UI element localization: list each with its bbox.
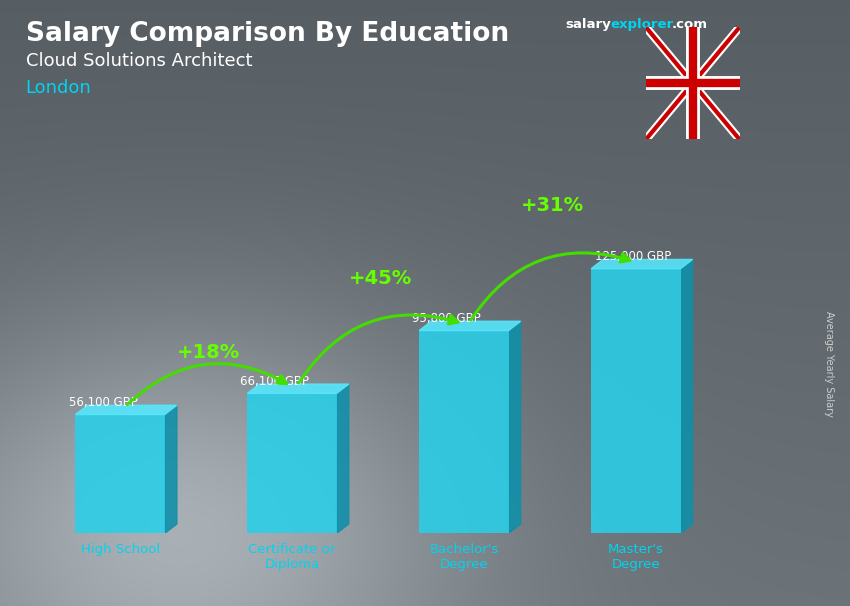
Text: Average Yearly Salary: Average Yearly Salary [824, 311, 834, 416]
Text: London: London [26, 79, 91, 97]
Text: 95,800 GBP: 95,800 GBP [412, 311, 481, 325]
Polygon shape [592, 259, 693, 268]
Text: +31%: +31% [521, 196, 584, 215]
Bar [419, 330, 508, 533]
Text: salary: salary [565, 18, 611, 31]
FancyArrowPatch shape [298, 315, 458, 383]
Text: 66,100 GBP: 66,100 GBP [241, 375, 309, 388]
Polygon shape [419, 321, 521, 330]
Polygon shape [508, 321, 521, 533]
Text: 125,000 GBP: 125,000 GBP [595, 250, 671, 263]
Text: +18%: +18% [177, 343, 241, 362]
Text: +45%: +45% [349, 268, 412, 288]
Polygon shape [681, 259, 693, 533]
FancyArrowPatch shape [128, 364, 286, 405]
Polygon shape [247, 384, 348, 393]
FancyArrowPatch shape [471, 253, 630, 320]
Bar [76, 415, 165, 533]
Text: explorer: explorer [610, 18, 673, 31]
Text: Salary Comparison By Education: Salary Comparison By Education [26, 21, 508, 47]
Polygon shape [165, 405, 177, 533]
Text: Cloud Solutions Architect: Cloud Solutions Architect [26, 52, 252, 70]
Bar [592, 268, 681, 533]
Polygon shape [337, 384, 348, 533]
Text: .com: .com [672, 18, 707, 31]
Text: 56,100 GBP: 56,100 GBP [69, 396, 138, 408]
Bar [247, 393, 337, 533]
Polygon shape [76, 405, 177, 415]
